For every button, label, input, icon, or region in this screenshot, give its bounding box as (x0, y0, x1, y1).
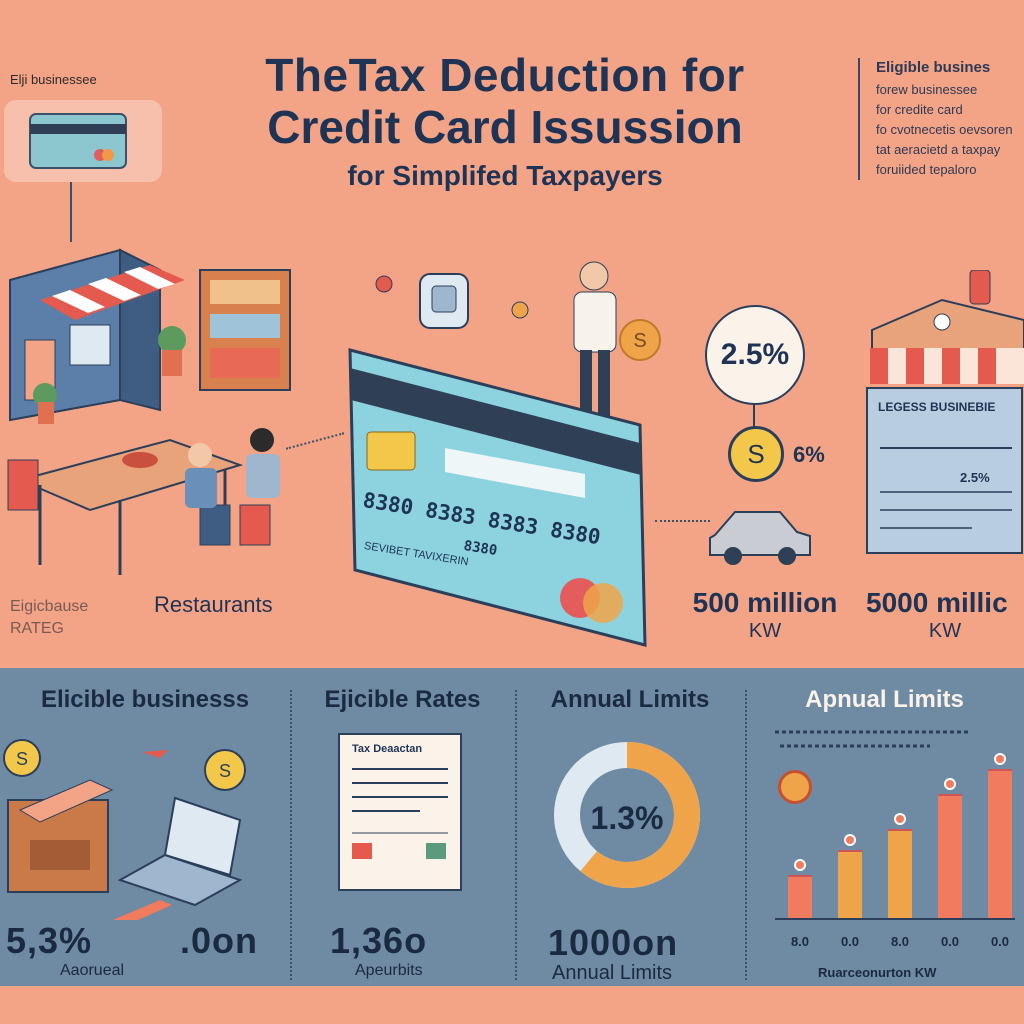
page-title: TheTax Deduction for Credit Card Issussi… (160, 50, 850, 198)
small-icons-row (375, 273, 529, 329)
doc-lines-graphic (352, 768, 448, 859)
chart-bar (988, 768, 1012, 918)
shop-sign-illustration (866, 270, 1024, 554)
connector-line (70, 182, 72, 242)
chart-tick-label: 8.0 (790, 934, 810, 949)
chart-bar-marker (994, 752, 1006, 765)
limit-2-value: 5000 millic (866, 587, 1008, 618)
column-divider (290, 690, 292, 980)
chart-bar (788, 875, 812, 918)
chart-footer: Ruarceonurton KW (818, 965, 937, 980)
chart-bar (838, 850, 862, 918)
chart-tick-label: 0.0 (940, 934, 960, 949)
chart-legend-lines (775, 730, 970, 748)
chart-bar (888, 829, 912, 918)
column-divider (515, 690, 517, 980)
title-line-1: TheTax Deduction for (265, 49, 745, 101)
mini-card-panel (4, 100, 162, 182)
chart-tick-label: 0.0 (840, 934, 860, 949)
svg-text:S: S (16, 749, 28, 769)
donut-chart (554, 742, 700, 888)
person-with-coin-icon: S (573, 261, 661, 416)
col1-sub: Aaorueal (60, 962, 125, 979)
col2-sub: Apeurbits (355, 962, 423, 979)
coin-icon: S (728, 426, 784, 482)
rate-circle: 2.5% (705, 305, 805, 405)
col3-sub: Annual Limits (552, 962, 673, 984)
col4-heading: Apnual Limits (805, 686, 964, 713)
chart-axis (775, 918, 1015, 920)
limit-1-unit: KW (748, 620, 782, 642)
chart-tick-label: 0.0 (990, 934, 1010, 949)
credit-card-icon (29, 113, 127, 169)
note-line: forew businessee (876, 82, 978, 97)
restaurants-label: Restaurants (154, 592, 273, 617)
coin-rate: 6% (793, 442, 825, 467)
limit-2-unit: KW (928, 620, 962, 642)
title-line-2: Credit Card Issussion (267, 101, 743, 153)
chart-bar-marker (894, 813, 906, 826)
note-line: tat aeracietd a taxpay (876, 142, 1001, 157)
store-restaurant-illustration (7, 248, 291, 575)
tax-document: Tax Deaactan (338, 733, 462, 891)
column-divider (745, 690, 747, 980)
connector-line (753, 405, 755, 427)
eligible-business-note: Eligible busines forew businessee for cr… (858, 58, 1024, 180)
chart-bar-marker (944, 777, 956, 790)
note-line: fo cvotnecetis oevsoren (876, 122, 1013, 137)
credit-card-graphic (348, 348, 647, 647)
chart-bar-marker (794, 859, 806, 872)
sign-rate: 2.5% (960, 470, 990, 485)
note-heading: Eligible busines (876, 59, 991, 76)
note-line: foruiided tepaloro (876, 162, 977, 177)
top-left-label: Elji businessee (10, 72, 97, 87)
col3-value: 1000on (548, 922, 679, 963)
note-line: for credite card (876, 102, 963, 117)
rates-label: Eigicbause RATEG (10, 598, 89, 637)
limit-1-value: 500 million (692, 587, 838, 618)
chart-bar-marker (844, 834, 856, 847)
doc-title: Tax Deaactan (352, 743, 423, 755)
chart-tick-label: 8.0 (890, 934, 910, 949)
col3-heading: Annual Limits (550, 686, 710, 713)
connector-line (655, 520, 710, 522)
chart-bar (938, 793, 962, 918)
col1-value-b: .0on (180, 920, 259, 961)
col2-value: 1,36o (330, 920, 428, 961)
svg-text:S: S (219, 761, 231, 781)
col1-heading: Elicible businesss (40, 686, 250, 713)
target-icon (778, 770, 812, 804)
svg-text:S: S (633, 330, 646, 352)
sign-title: LEGESS BUSINEBIE (878, 400, 996, 414)
credit-card: 8380 8383 8383 8380 8380 SEVIBET TAVIXER… (345, 340, 650, 650)
donut-label: 1.3% (590, 800, 664, 836)
business-laptop-illustration: S S (3, 739, 246, 920)
title-line-3: for Simplifed Taxpayers (347, 160, 663, 191)
col2-heading: Ejicible Rates (324, 686, 481, 713)
col1-value-a: 5,3% (6, 920, 93, 961)
car-icon (709, 511, 811, 565)
